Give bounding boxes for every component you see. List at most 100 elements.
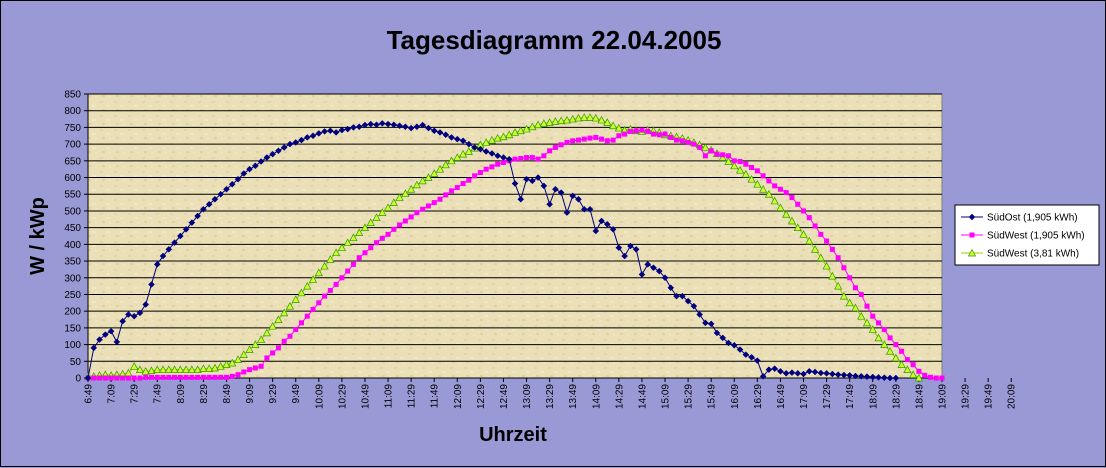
- data-point: [726, 153, 731, 159]
- data-point: [494, 152, 502, 160]
- data-point: [557, 116, 566, 125]
- data-point: [510, 128, 520, 136]
- x-tick-label: 11:49: [430, 384, 441, 409]
- x-tick-label: 15:29: [684, 384, 695, 409]
- data-point: [477, 145, 484, 153]
- data-point: [661, 274, 669, 282]
- data-point: [257, 335, 266, 343]
- data-point: [125, 375, 131, 381]
- data-point: [776, 203, 785, 211]
- data-point: [899, 348, 905, 354]
- x-tick-label: 12:29: [476, 384, 487, 409]
- data-point: [969, 232, 975, 238]
- data-point: [350, 261, 356, 267]
- x-tick-label: 8:49: [222, 384, 233, 404]
- data-point: [275, 147, 282, 155]
- data-point: [435, 164, 445, 173]
- data-point: [719, 334, 727, 342]
- data-point: [650, 264, 657, 272]
- data-point: [275, 345, 281, 351]
- data-point: [575, 137, 581, 143]
- data-point: [886, 374, 894, 382]
- data-point: [314, 268, 323, 277]
- data-point: [355, 123, 363, 131]
- data-point: [379, 235, 385, 241]
- data-point: [407, 184, 416, 193]
- data-point: [609, 225, 617, 233]
- data-point: [414, 210, 420, 216]
- data-point: [280, 144, 288, 151]
- x-axis-title: Uhrzeit: [479, 424, 547, 446]
- data-point: [910, 362, 916, 368]
- data-point: [777, 186, 783, 192]
- data-point: [789, 195, 795, 201]
- data-point: [101, 331, 109, 338]
- x-tick-label: 14:29: [614, 384, 625, 409]
- x-tick-label: 15:49: [707, 384, 718, 409]
- data-point: [632, 246, 640, 253]
- legend-items: SüdOst (1,905 kWh) SüdWest (1,905 kWh) Süd…: [961, 213, 1085, 260]
- data-point: [863, 373, 871, 381]
- data-point: [345, 268, 351, 274]
- data-point: [805, 236, 814, 245]
- x-tick-label: 17:09: [799, 384, 810, 409]
- data-point: [563, 209, 571, 216]
- data-point: [731, 158, 737, 164]
- data-point: [245, 345, 254, 353]
- data-point: [862, 318, 872, 327]
- y-tick-label: 300: [64, 273, 81, 284]
- data-point: [707, 320, 715, 328]
- data-point: [759, 372, 767, 380]
- data-point: [251, 162, 259, 170]
- data-point: [293, 327, 299, 333]
- data-point: [247, 367, 253, 373]
- data-point: [135, 365, 145, 373]
- y-tick-label: 150: [64, 323, 81, 334]
- data-point: [522, 124, 531, 133]
- data-point: [355, 228, 364, 237]
- y-tick-label: 650: [64, 156, 81, 167]
- data-point: [137, 375, 143, 381]
- data-point: [741, 169, 750, 178]
- data-point: [897, 360, 906, 368]
- data-point: [967, 248, 977, 257]
- y-tick-label: 350: [64, 257, 81, 268]
- x-tick-label: 12:09: [453, 384, 464, 409]
- data-point: [199, 364, 208, 372]
- data-point: [909, 370, 918, 379]
- x-tick-label: 18:09: [868, 384, 879, 409]
- x-tick-label: 13:09: [522, 384, 533, 409]
- data-point: [472, 173, 478, 179]
- data-point: [148, 281, 155, 288]
- x-tick-label: 19:49: [984, 384, 995, 409]
- data-point: [639, 127, 645, 133]
- x-tick-label: 16:29: [753, 384, 764, 409]
- data-point: [356, 255, 362, 261]
- data-point: [205, 200, 213, 208]
- data-point: [714, 151, 720, 157]
- data-point: [760, 173, 766, 179]
- data-point: [90, 344, 98, 352]
- x-tick-label: 9:49: [291, 384, 302, 404]
- data-point: [614, 123, 623, 132]
- data-point: [125, 311, 132, 318]
- data-point: [968, 213, 976, 221]
- x-tick-label: 12:49: [499, 384, 510, 409]
- data-point: [412, 180, 421, 189]
- data-point: [656, 132, 662, 138]
- data-point: [782, 210, 791, 218]
- data-point: [795, 201, 801, 207]
- data-point: [851, 303, 860, 312]
- data-point: [684, 297, 692, 305]
- data-point: [552, 185, 559, 193]
- data-point: [206, 374, 212, 380]
- data-point: [939, 375, 945, 381]
- data-point: [183, 374, 189, 380]
- data-point: [876, 320, 882, 326]
- data-point: [500, 159, 506, 165]
- data-point: [258, 363, 264, 369]
- data-point: [228, 180, 236, 188]
- data-point: [141, 367, 150, 375]
- data-point: [136, 309, 144, 317]
- data-point: [153, 261, 161, 268]
